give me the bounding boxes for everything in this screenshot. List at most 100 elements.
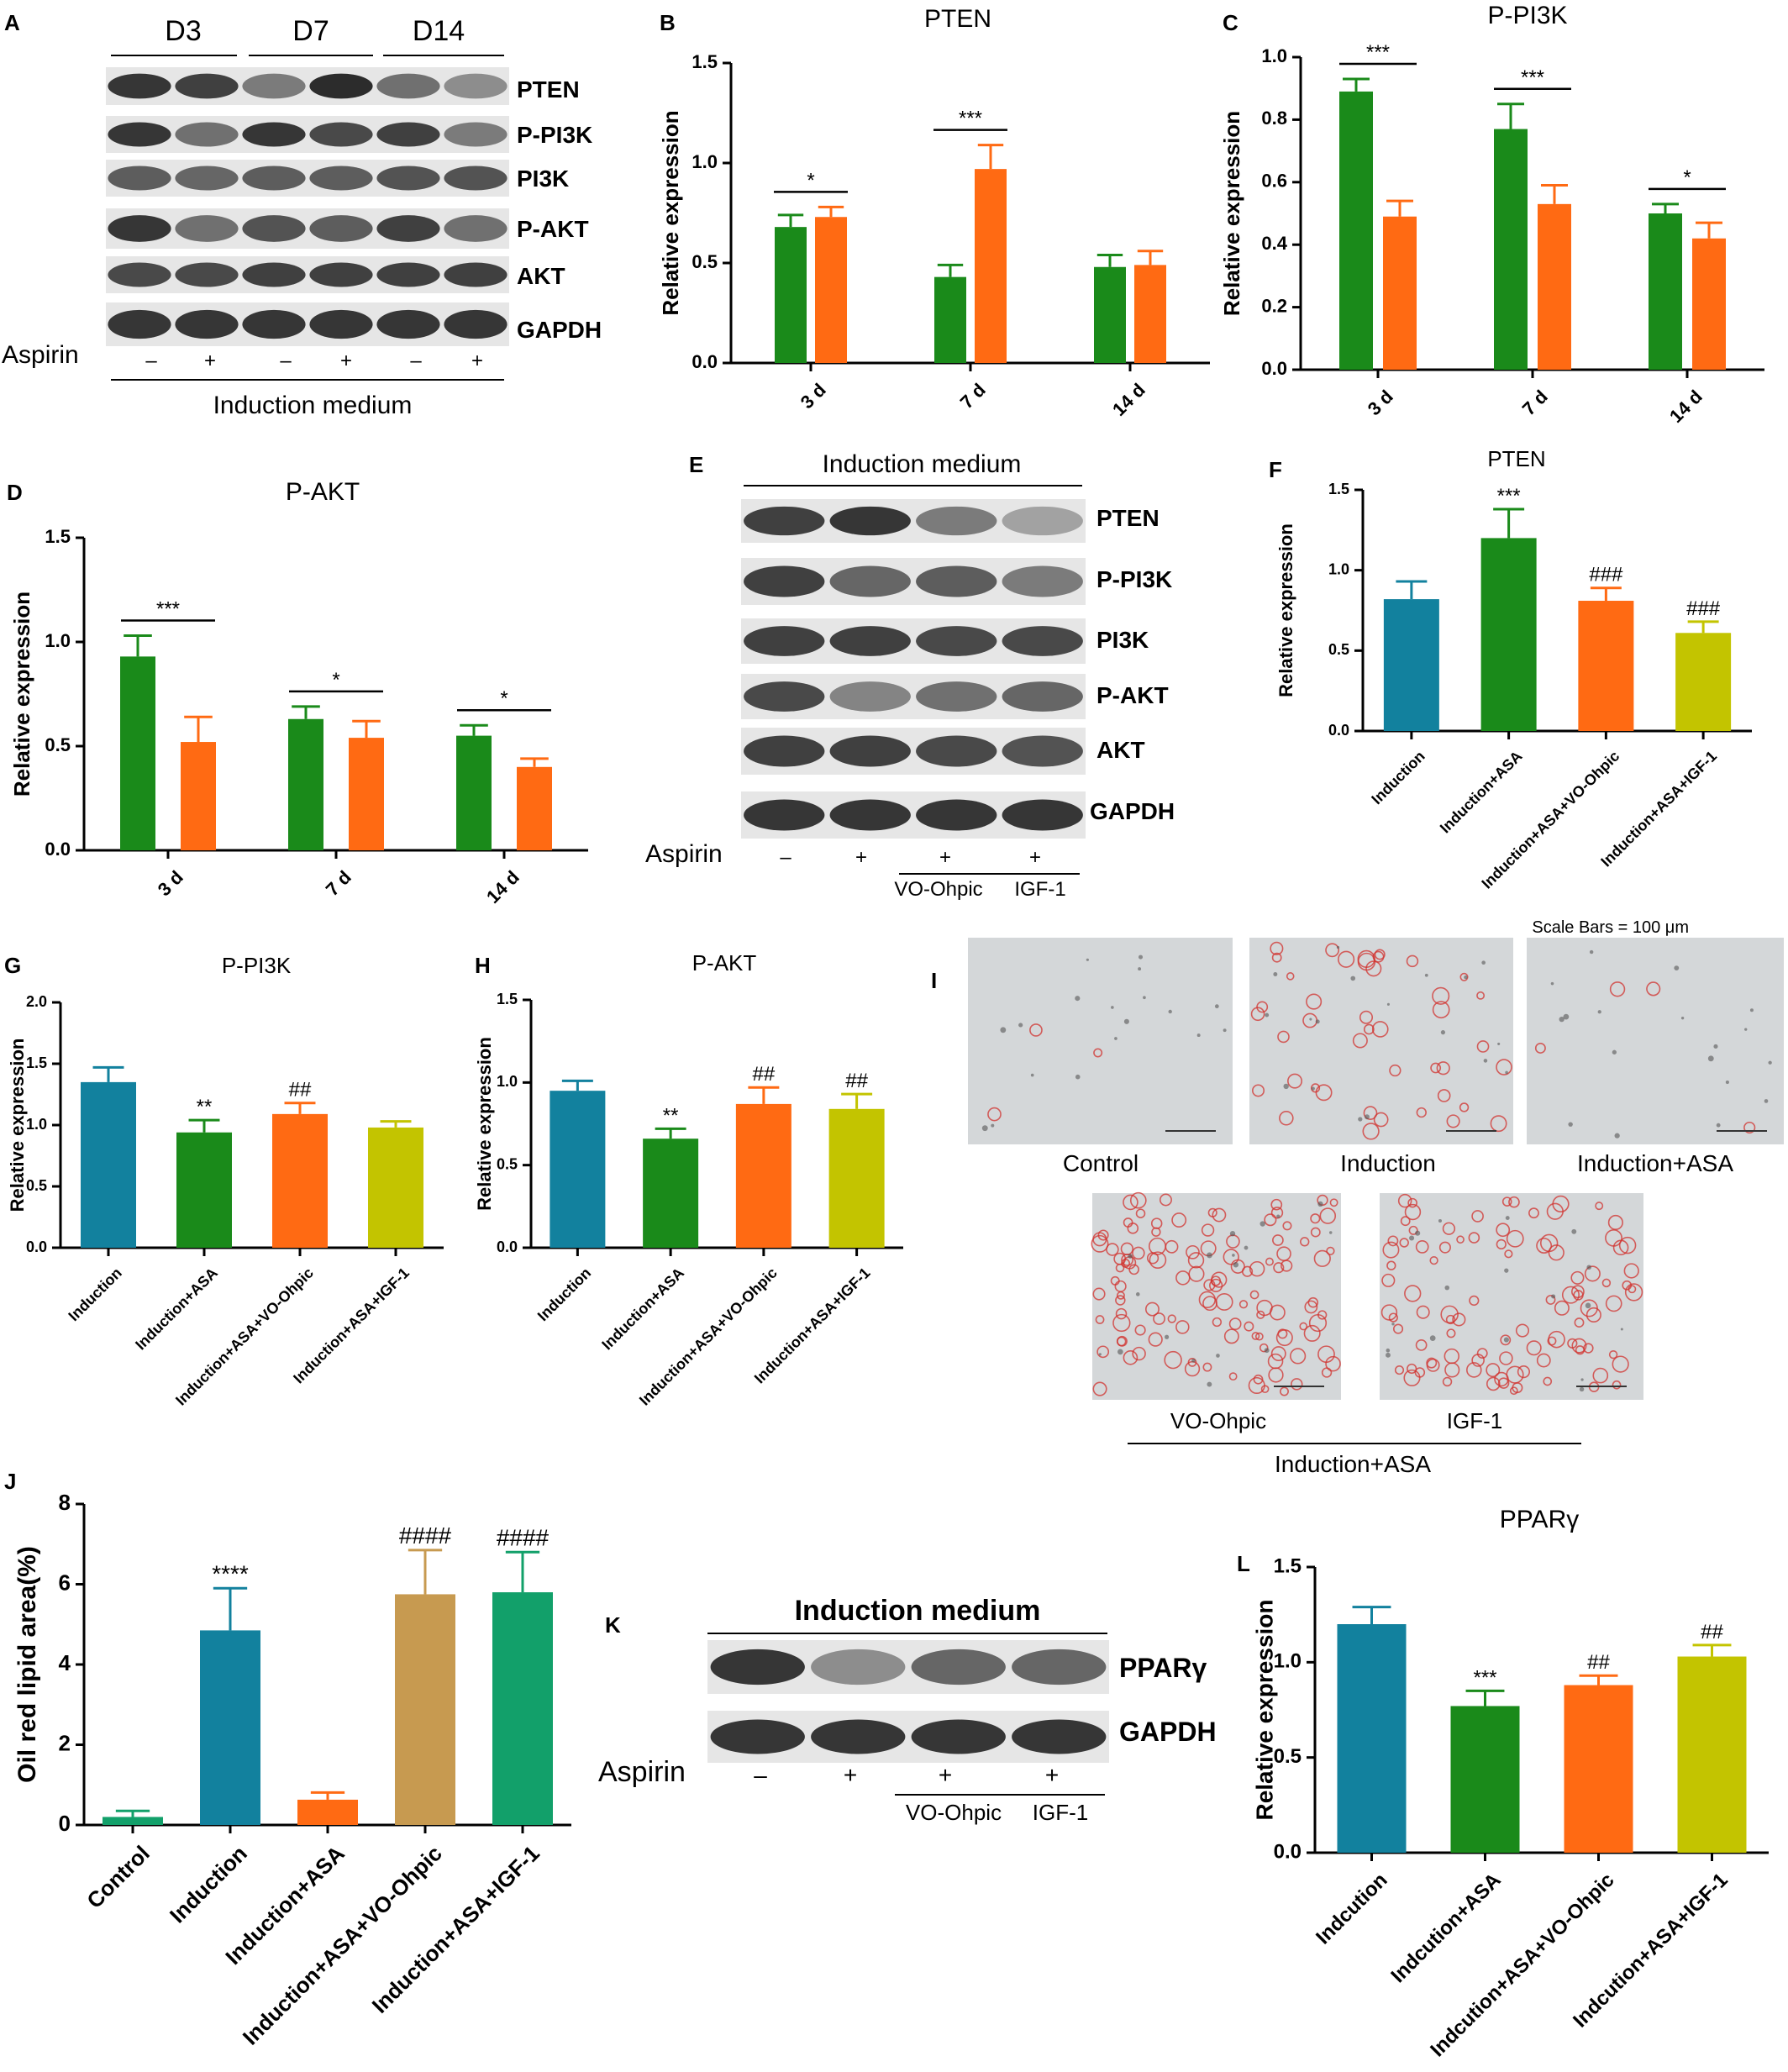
lipid-droplet <box>1357 949 1375 968</box>
lipid-droplet <box>1388 1312 1398 1323</box>
blot-band <box>1002 735 1083 767</box>
lipid-droplet <box>1271 952 1282 963</box>
lipid-droplet <box>1476 1040 1490 1053</box>
lipid-droplet <box>1509 1386 1518 1396</box>
lipid-droplet <box>1325 943 1340 958</box>
blot-k-sign: + <box>1045 1762 1059 1788</box>
debris-dot <box>1586 1265 1591 1270</box>
lipid-droplet <box>1561 1286 1580 1304</box>
debris-dot <box>1571 1228 1577 1234</box>
lipid-droplet <box>1362 1123 1380 1140</box>
debris-dot <box>1350 976 1356 981</box>
blot-band <box>1002 506 1083 536</box>
debris-dot <box>1138 967 1142 971</box>
lipid-droplet <box>1148 1332 1163 1347</box>
significance-label: *** <box>156 598 180 621</box>
blot-band <box>309 122 373 147</box>
lipid-droplet <box>1442 1376 1453 1387</box>
lipid-droplet <box>1287 1073 1303 1089</box>
significance-label: *** <box>1521 66 1544 89</box>
blot-e-aspirin-label: Aspirin <box>645 840 723 868</box>
blot-band <box>444 73 507 99</box>
lipid-droplet <box>1270 1207 1284 1219</box>
y-tick-label: 0.6 <box>1261 171 1287 192</box>
debris-dot <box>1114 1037 1118 1040</box>
lipid-droplet <box>1389 1064 1401 1077</box>
y-tick-label: 0.8 <box>1261 108 1287 129</box>
lipid-droplet <box>1202 1296 1217 1312</box>
lipid-droplet <box>1164 1350 1182 1370</box>
lipid-droplet <box>1121 1254 1133 1266</box>
blot-e-sign: + <box>855 846 867 869</box>
debris-dot <box>1086 958 1089 961</box>
debris-dot <box>1424 973 1428 977</box>
lipid-droplet <box>1574 1317 1585 1328</box>
blot-a-medium-label: Induction medium <box>213 392 413 419</box>
lipid-droplet <box>1512 1382 1523 1394</box>
panel-label-j: J <box>4 1469 16 1494</box>
lipid-droplet <box>1416 1107 1427 1118</box>
lipid-droplet <box>1259 1343 1269 1353</box>
lipid-droplet <box>1500 1334 1512 1346</box>
debris-dot <box>1075 1074 1081 1080</box>
significance-label: *** <box>1366 41 1390 64</box>
y-tick-label: 2 <box>59 1730 71 1755</box>
debris-dot <box>1111 1006 1114 1009</box>
chart-title: P-PI3K <box>1487 2 1567 29</box>
panel-label-d: D <box>7 480 23 505</box>
lipid-droplet <box>1446 1114 1460 1128</box>
lipid-droplet <box>1260 1385 1270 1394</box>
bar <box>1094 266 1126 363</box>
lipid-droplet <box>1432 1001 1450 1019</box>
lipid-droplet <box>1743 1121 1756 1134</box>
blot-k-sign: – <box>754 1762 767 1788</box>
lipid-droplet <box>1612 1380 1622 1390</box>
micrograph-control <box>968 938 1233 1144</box>
blot-band <box>811 1649 906 1685</box>
blot-band <box>829 681 911 712</box>
micrograph-igf1 <box>1380 1193 1643 1400</box>
bar <box>1677 1656 1747 1853</box>
lipid-droplet <box>1497 1377 1510 1389</box>
blot-band <box>376 73 440 99</box>
lipid-droplet <box>1286 972 1295 981</box>
lipid-droplet <box>1299 1322 1308 1331</box>
blot-e-label-gapdh: GAPDH <box>1090 798 1175 824</box>
y-axis-label: Relative expression <box>9 592 34 797</box>
blot-band <box>1002 626 1083 656</box>
blot-band <box>108 215 171 242</box>
debris-dot <box>1283 1083 1289 1090</box>
blot-band <box>309 166 373 191</box>
scale-bar-label: Scale Bars = 100 μm <box>1532 918 1689 937</box>
debris-dot <box>981 1125 988 1132</box>
y-axis-label: Oil red lipid area(%) <box>13 1546 41 1783</box>
lipid-droplet <box>1612 1355 1629 1373</box>
lipid-droplet <box>1371 1021 1389 1038</box>
blot-a-day-headers: D3 D7 D14 <box>111 15 504 56</box>
lipid-droplet <box>1325 1355 1341 1372</box>
lipid-droplet <box>1387 1235 1399 1247</box>
blot-band <box>242 262 306 287</box>
lipid-droplet <box>1570 1270 1585 1285</box>
debris-dot <box>1165 1334 1170 1339</box>
y-tick-label: 0.5 <box>1274 1745 1302 1768</box>
lipid-droplet <box>1476 991 1486 1000</box>
blot-k-strips <box>707 1640 1109 1763</box>
lipid-droplet <box>1426 1358 1440 1372</box>
blot-band <box>744 799 825 831</box>
blot-band <box>108 166 171 191</box>
lipid-droplet <box>1404 1285 1422 1302</box>
lipid-droplet <box>1429 1255 1438 1265</box>
blot-band <box>309 262 373 287</box>
debris-dot <box>1216 1354 1220 1358</box>
micrograph-label-induction-asa: Induction+ASA <box>1577 1150 1733 1176</box>
blot-a-aspirin-label: Aspirin <box>2 341 79 369</box>
blot-a-label-p-pi3k: P-PI3K <box>517 122 592 148</box>
blot-e-sign: + <box>939 846 951 869</box>
blot-a-sign: – <box>145 350 157 372</box>
debris-dot <box>1259 1221 1265 1227</box>
lipid-droplet <box>1149 1251 1167 1269</box>
debris-dot <box>1716 1123 1721 1128</box>
blot-k-medium-label: Induction medium <box>795 1595 1041 1627</box>
lipid-droplet <box>1646 981 1661 997</box>
